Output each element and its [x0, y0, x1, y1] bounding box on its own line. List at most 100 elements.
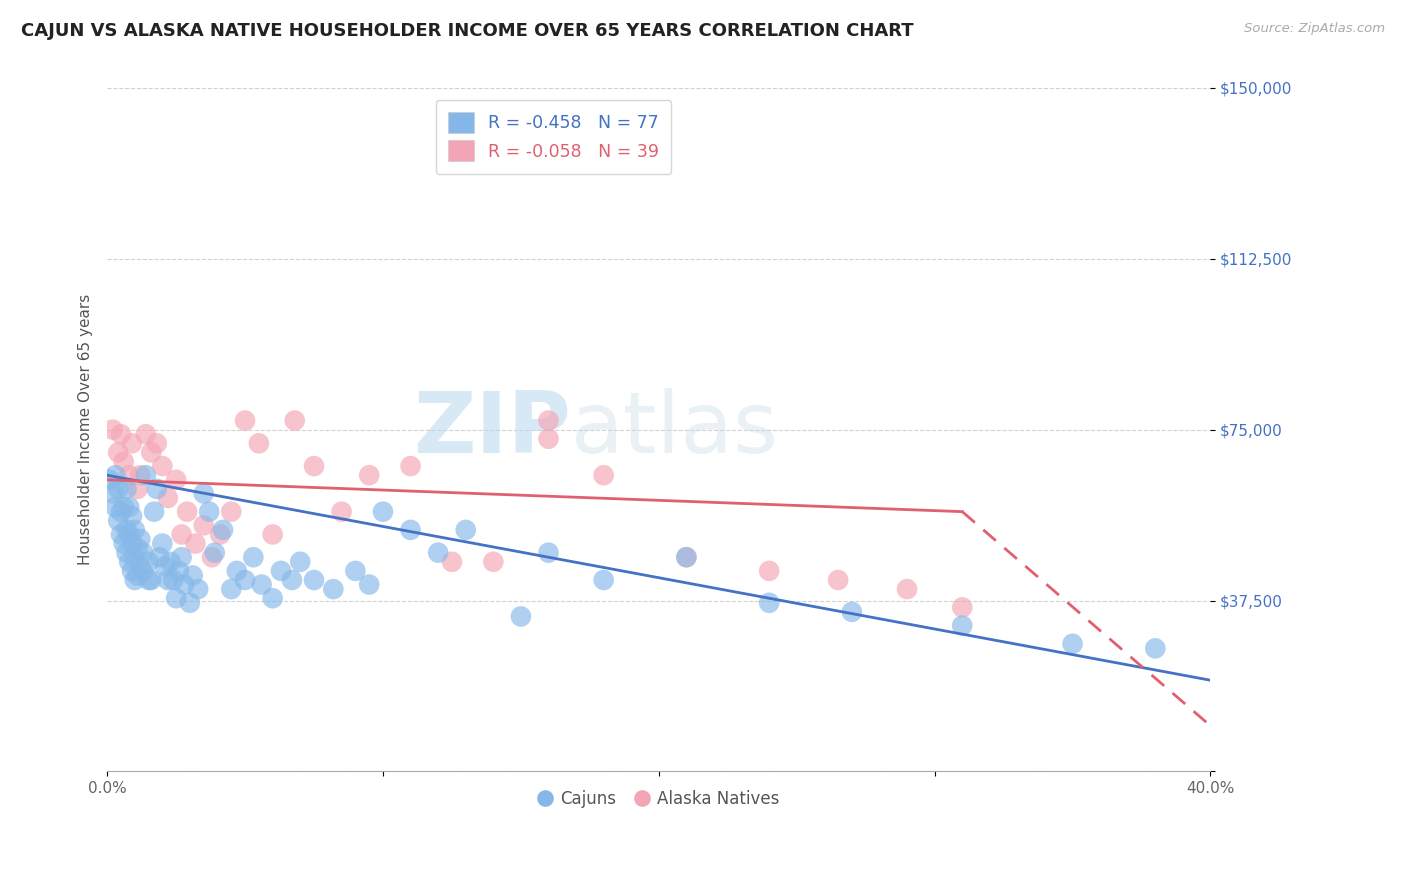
Point: [509, 609, 531, 624]
Point: [132, 564, 155, 578]
Point: [146, 482, 169, 496]
Point: [104, 500, 127, 514]
Point: [225, 564, 247, 578]
Point: [132, 546, 155, 560]
Point: [110, 505, 132, 519]
Text: Source: ZipAtlas.com: Source: ZipAtlas.com: [1244, 22, 1385, 36]
Point: [110, 427, 132, 442]
Point: [896, 582, 918, 596]
Point: [127, 482, 149, 496]
Point: [270, 564, 292, 578]
Point: [281, 573, 304, 587]
Point: [302, 573, 325, 587]
Point: [107, 482, 129, 496]
Point: [209, 527, 232, 541]
Point: [179, 596, 201, 610]
Point: [170, 550, 193, 565]
Point: [181, 568, 204, 582]
Point: [121, 509, 143, 524]
Point: [184, 536, 207, 550]
Point: [121, 564, 143, 578]
Point: [112, 500, 135, 514]
Point: [118, 555, 141, 569]
Point: [121, 436, 143, 450]
Point: [399, 459, 422, 474]
Point: [110, 527, 132, 541]
Point: [359, 468, 381, 483]
Point: [173, 577, 195, 591]
Point: [115, 523, 138, 537]
Point: [138, 555, 160, 569]
Point: [537, 546, 560, 560]
Point: [198, 505, 221, 519]
Point: [440, 555, 463, 569]
Point: [101, 486, 124, 500]
Point: [262, 591, 284, 606]
Point: [143, 505, 166, 519]
Point: [129, 559, 152, 574]
Point: [121, 536, 143, 550]
Point: [233, 573, 256, 587]
Point: [115, 546, 138, 560]
Point: [193, 486, 215, 500]
Point: [148, 550, 170, 565]
Point: [101, 423, 124, 437]
Point: [124, 573, 146, 587]
Point: [135, 427, 157, 442]
Point: [107, 445, 129, 459]
Point: [156, 491, 179, 505]
Point: [107, 514, 129, 528]
Point: [371, 505, 394, 519]
Point: [1144, 641, 1167, 656]
Point: [219, 582, 242, 596]
Point: [537, 432, 560, 446]
Point: [284, 413, 307, 427]
Point: [124, 523, 146, 537]
Point: [399, 523, 422, 537]
Point: [233, 413, 256, 427]
Point: [344, 564, 367, 578]
Point: [187, 582, 209, 596]
Point: [118, 527, 141, 541]
Point: [150, 459, 173, 474]
Point: [359, 577, 381, 591]
Point: [159, 555, 181, 569]
Point: [950, 600, 973, 615]
Point: [141, 445, 163, 459]
Y-axis label: Householder Income Over 65 years: Householder Income Over 65 years: [79, 294, 93, 566]
Point: [242, 550, 264, 565]
Point: [482, 555, 505, 569]
Point: [118, 468, 141, 483]
Point: [201, 550, 224, 565]
Point: [247, 436, 270, 450]
Point: [827, 573, 849, 587]
Point: [165, 473, 187, 487]
Point: [302, 459, 325, 474]
Point: [141, 573, 163, 587]
Point: [193, 518, 215, 533]
Point: [146, 436, 169, 450]
Point: [950, 618, 973, 632]
Point: [427, 546, 450, 560]
Point: [176, 505, 198, 519]
Point: [112, 536, 135, 550]
Point: [127, 568, 149, 582]
Point: [127, 541, 149, 555]
Text: atlas: atlas: [571, 388, 779, 471]
Point: [129, 468, 152, 483]
Text: ZIP: ZIP: [413, 388, 571, 471]
Point: [153, 559, 176, 574]
Point: [156, 573, 179, 587]
Point: [112, 454, 135, 468]
Point: [170, 527, 193, 541]
Point: [262, 527, 284, 541]
Point: [98, 473, 121, 487]
Point: [104, 468, 127, 483]
Point: [537, 413, 560, 427]
Point: [322, 582, 344, 596]
Point: [675, 550, 697, 565]
Point: [675, 550, 697, 565]
Point: [330, 505, 353, 519]
Point: [167, 564, 190, 578]
Point: [138, 573, 160, 587]
